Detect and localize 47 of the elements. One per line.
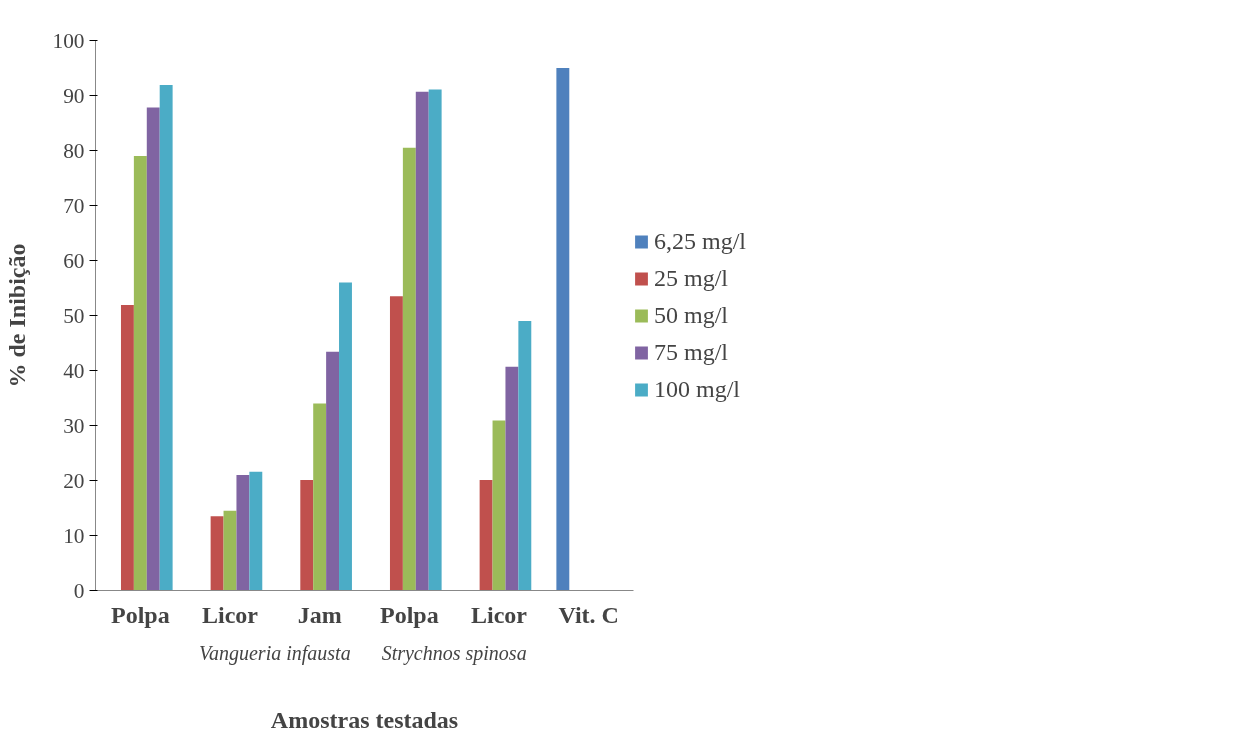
- bar: [249, 471, 263, 591]
- y-tick-label: 30: [63, 413, 85, 438]
- bar: [518, 321, 532, 591]
- x-tick-label: Vit. C: [558, 601, 619, 628]
- text: Vangueria infausta: [199, 641, 351, 665]
- y-tick-label: 100: [52, 28, 85, 53]
- bar: [389, 296, 403, 591]
- legend-label: 100 mg/l: [654, 375, 741, 403]
- bar: [326, 351, 340, 591]
- y-tick-label: 70: [63, 193, 85, 218]
- y-tick-label: 0: [73, 578, 85, 603]
- bar: [402, 147, 416, 591]
- bar: [479, 479, 493, 591]
- bar: [339, 282, 352, 591]
- bar: [236, 475, 250, 591]
- legend-label: 25 mg/l: [654, 264, 729, 292]
- bar: [505, 366, 519, 591]
- x-tick-label: Licor: [471, 601, 528, 628]
- y-tick-label: 20: [63, 468, 85, 493]
- bar: [300, 479, 314, 591]
- bar: [146, 107, 160, 591]
- bar: [120, 305, 134, 591]
- legend-label: 50 mg/l: [654, 301, 729, 329]
- y-tick-label: 40: [63, 358, 85, 383]
- y-tick-label: 50: [63, 303, 85, 328]
- x-tick-label: Polpa: [380, 601, 439, 628]
- legend-label: 75 mg/l: [654, 338, 729, 366]
- y-tick-label: 60: [63, 248, 85, 273]
- y-tick-label: 10: [63, 523, 85, 548]
- y-tick-label: 90: [63, 83, 85, 108]
- x-axis-title: Amostras testadas: [270, 706, 459, 733]
- bar: [415, 91, 429, 591]
- bar: [223, 510, 237, 591]
- x-tick-label: Licor: [202, 601, 259, 628]
- bar: [159, 85, 173, 591]
- y-axis-title: % de Inibição: [3, 243, 30, 388]
- x-tick-label: Jam: [297, 601, 342, 628]
- bar: [492, 420, 506, 591]
- text: Strychnos spinosa: [381, 641, 527, 665]
- bar: [133, 156, 147, 591]
- bar: [210, 516, 224, 591]
- bar: [313, 403, 327, 591]
- x-tick-label: Polpa: [111, 601, 170, 628]
- bar: [428, 89, 442, 591]
- bar: [556, 68, 570, 591]
- y-tick-label: 80: [63, 138, 85, 163]
- legend-label: 6,25 mg/l: [654, 227, 747, 255]
